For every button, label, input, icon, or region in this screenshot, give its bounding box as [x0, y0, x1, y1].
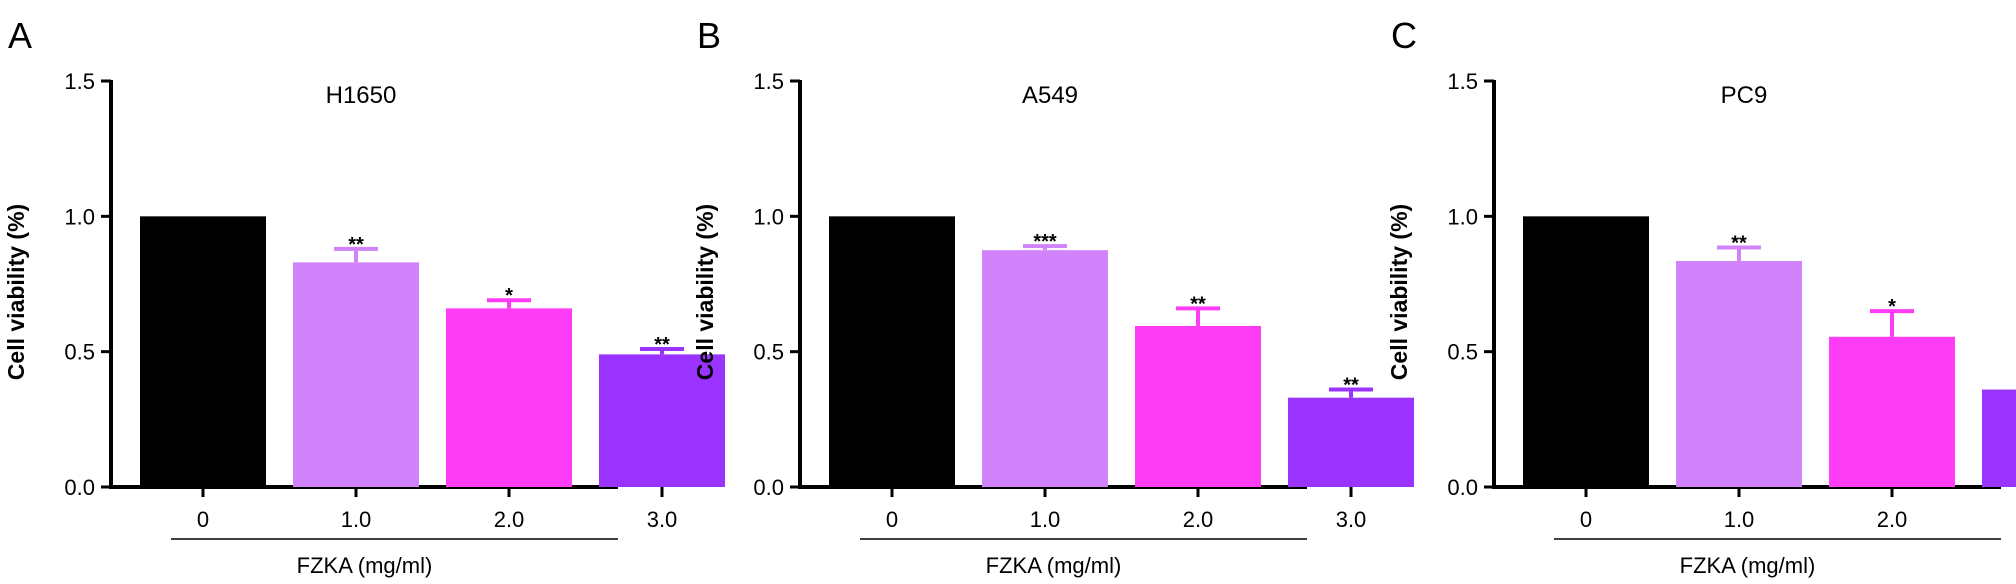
panel-label: A: [8, 15, 32, 56]
x-tick-label: 3.0: [1336, 507, 1367, 532]
chart-panel-c: C PC9 0.0 0.5 1.0 1.5 Cell viability (%) 0 ** 1.0…: [1386, 15, 2016, 578]
bar-2.0: [446, 308, 572, 487]
x-axis-label: FZKA (mg/ml): [1680, 553, 1816, 578]
significance-label: **: [654, 334, 670, 356]
y-axis-label: Cell viability (%): [692, 204, 718, 380]
y-tick-label: 1.5: [64, 69, 95, 94]
y-tick-label: 0.5: [64, 340, 95, 365]
bar-1.0: [982, 250, 1108, 487]
y-tick-label: 0.5: [753, 340, 784, 365]
significance-label: ***: [1033, 231, 1057, 253]
panel-label: B: [697, 15, 721, 56]
bar-2.0: [1829, 336, 1955, 487]
panel-label: C: [1391, 15, 1417, 56]
chart-title: PC9: [1721, 82, 1768, 109]
y-tick-label: 1.0: [1447, 204, 1478, 229]
bar-2.0: [1135, 325, 1261, 487]
x-tick-label: 2.0: [1183, 507, 1214, 532]
bar-3.0: [1288, 397, 1414, 487]
bar-1.0: [1676, 260, 1802, 487]
y-tick-label: 1.0: [64, 204, 95, 229]
y-axis-label: Cell viability (%): [3, 204, 29, 380]
bar-3.0: [1982, 389, 2016, 487]
significance-label: **: [1731, 232, 1747, 254]
significance-label: **: [1190, 293, 1206, 315]
bar-0: [140, 216, 266, 488]
x-tick-label: 2.0: [494, 507, 525, 532]
significance-label: *: [505, 285, 513, 307]
x-tick-label: 1.0: [1724, 507, 1755, 532]
x-tick-label: 1.0: [341, 507, 372, 532]
bar-3.0: [599, 354, 725, 487]
bar-1.0: [293, 262, 419, 487]
y-tick-label: 0.0: [64, 475, 95, 500]
x-tick-label: 3.0: [647, 507, 678, 532]
chart-panel-a: A H1650 0.0 0.5 1.0 1.5 Cell viability (%) 0 ** 1…: [3, 15, 725, 578]
chart-panel-b: B A549 0.0 0.5 1.0 1.5 Cell viability (%) 0 *** 1…: [692, 15, 1414, 578]
x-axis-label: FZKA (mg/ml): [986, 553, 1122, 578]
x-tick-label: 0: [886, 507, 898, 532]
significance-label: **: [348, 234, 364, 256]
y-tick-label: 0.0: [1447, 475, 1478, 500]
x-axis-label: FZKA (mg/ml): [297, 553, 433, 578]
bar-0: [1523, 216, 1649, 488]
x-tick-label: 2.0: [1877, 507, 1908, 532]
x-tick-label: 1.0: [1030, 507, 1061, 532]
bar-0: [829, 216, 955, 488]
x-tick-label: 0: [197, 507, 209, 532]
chart-title: H1650: [326, 82, 397, 109]
y-tick-label: 1.0: [753, 204, 784, 229]
x-tick-label: 0: [1580, 507, 1592, 532]
significance-label: *: [1888, 296, 1896, 318]
y-axis-label: Cell viability (%): [1386, 204, 1412, 380]
y-tick-label: 0.0: [753, 475, 784, 500]
y-tick-label: 1.5: [753, 69, 784, 94]
chart-title: A549: [1022, 82, 1078, 109]
y-tick-label: 1.5: [1447, 69, 1478, 94]
significance-label: **: [1343, 375, 1359, 397]
y-tick-label: 0.5: [1447, 340, 1478, 365]
